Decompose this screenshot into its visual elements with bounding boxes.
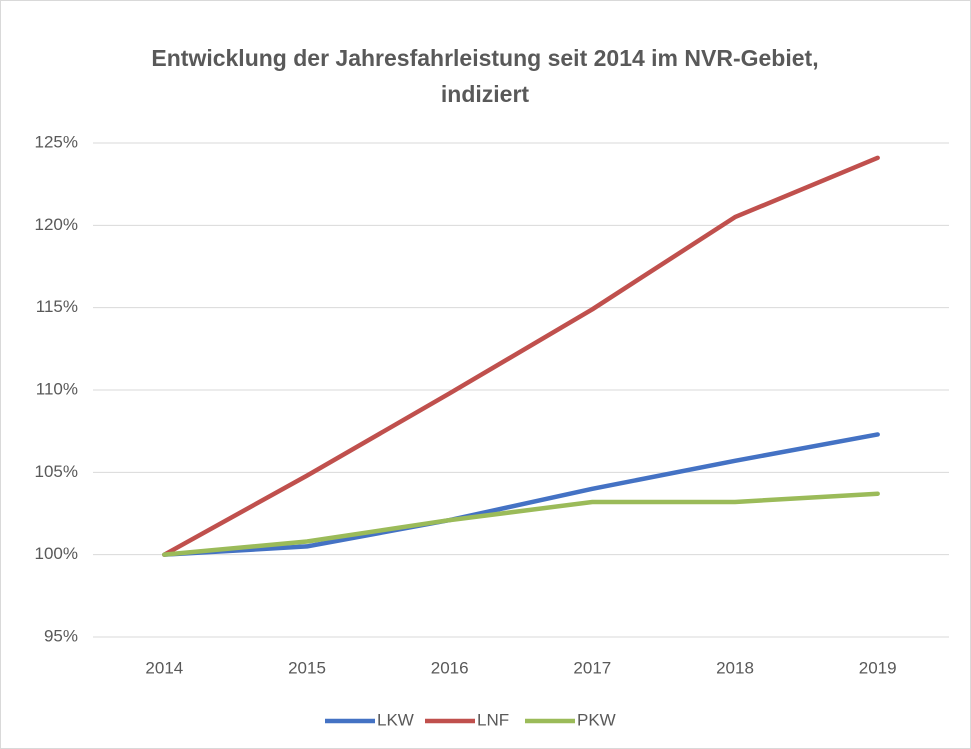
x-tick-label: 2016 [431, 658, 469, 677]
line-series [162, 155, 880, 557]
x-tick-label: 2019 [859, 658, 897, 677]
chart-title: Entwicklung der Jahresfahrleistung seit … [151, 45, 819, 107]
y-tick-label: 95% [44, 626, 78, 645]
x-tick-label: 2018 [716, 658, 754, 677]
y-tick-label: 105% [35, 462, 78, 481]
legend-label: PKW [577, 710, 616, 729]
y-tick-label: 125% [35, 132, 78, 151]
y-tick-label: 120% [35, 215, 78, 234]
y-tick-label: 100% [35, 544, 78, 563]
line-series [162, 491, 880, 557]
y-tick-label: 110% [36, 379, 78, 398]
x-tick-label: 2017 [573, 658, 611, 677]
y-tick-label: 115% [36, 297, 78, 316]
legend-label: LNF [477, 710, 509, 729]
legend-label: LKW [377, 710, 414, 729]
line-series [162, 432, 880, 557]
x-tick-label: 2014 [145, 658, 183, 677]
x-tick-label: 2015 [288, 658, 326, 677]
